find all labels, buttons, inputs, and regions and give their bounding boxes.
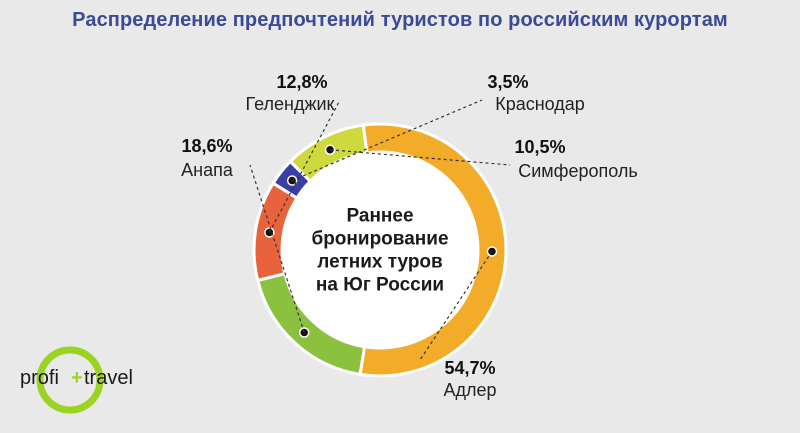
logo-text-plus: +	[71, 367, 83, 389]
leader-line-2	[329, 149, 511, 166]
leader-line-0	[268, 99, 341, 233]
slice-value-label-1: 3,5%	[487, 72, 528, 92]
leader-line-3	[419, 251, 493, 361]
center-label-line-1: бронирование	[311, 229, 448, 250]
leader-lines-group	[249, 99, 511, 361]
logo: profi + travel	[20, 346, 133, 414]
slice-name-label-3: Адлер	[443, 380, 496, 400]
slice-3	[358, 122, 508, 378]
logo-ring	[36, 346, 104, 414]
slices-group	[252, 122, 508, 378]
leader-line-4	[249, 164, 305, 333]
page-title: Распределение предпочтений туристов по р…	[72, 9, 728, 31]
slice-name-label-4: Анапа	[181, 160, 234, 180]
slice-4	[255, 271, 367, 377]
center-label-line-3: на Юг России	[316, 275, 444, 296]
slice-value-label-3: 54,7%	[444, 358, 495, 378]
slice-value-label-0: 12,8%	[276, 72, 327, 92]
logo-text-profi: profi	[20, 367, 59, 389]
slice-value-label-4: 18,6%	[181, 136, 232, 156]
center-label-line-0: Раннее	[346, 206, 413, 227]
labels-group: 12,8%Геленджик 3,5%Краснодар 10,5% Симфероп…	[181, 72, 638, 400]
logo-text-travel: travel	[84, 367, 133, 389]
center-label-line-2: летних туров	[317, 252, 442, 273]
slice-name-label-1: Краснодар	[495, 94, 585, 114]
slice-name-label-0: Геленджик	[246, 94, 335, 114]
donut-hole	[283, 153, 477, 347]
slice-value-label-2: 10,5%	[514, 137, 565, 157]
leader-line-1	[291, 99, 483, 182]
slice-name-label-2: Симферополь	[518, 161, 638, 181]
